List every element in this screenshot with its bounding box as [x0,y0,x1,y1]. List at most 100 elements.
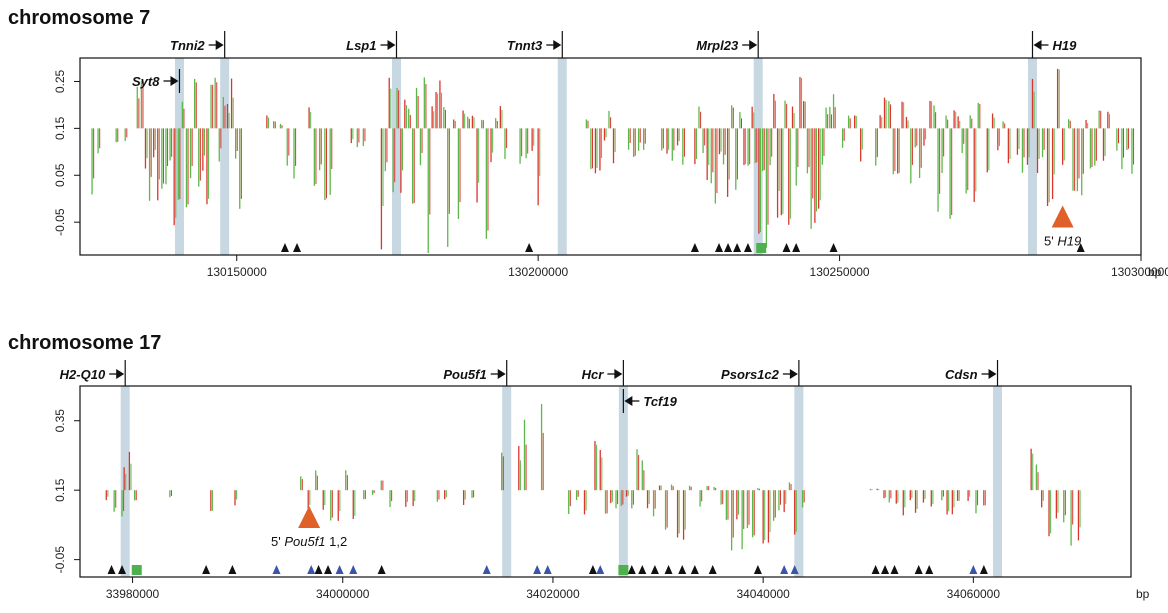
black-triangle-marker [228,565,237,574]
gene-name: H19 [1052,38,1077,53]
blue-triangle-marker [969,565,978,574]
black-triangle-marker [118,565,127,574]
arrow-left-icon [1033,40,1042,50]
arrow-right-icon [497,369,506,379]
gene-name: Syt8 [132,74,160,89]
gene-label-lsp1: Lsp1 [346,38,396,53]
black-triangle-marker [678,565,687,574]
black-triangle-marker [314,565,323,574]
y-tick-label: 0.05 [53,163,67,187]
label-suffix: 1,2 [326,534,348,549]
blue-triangle-marker [349,565,358,574]
label-gene: Pou5f1 [284,534,325,549]
black-triangle-marker [881,565,890,574]
black-triangle-marker [914,565,923,574]
label-gene: H19 [1057,233,1081,248]
x-tick-label: 130150000 [207,265,267,279]
black-triangle-marker [324,565,333,574]
gene-name: Cdsn [945,367,978,382]
arrow-right-icon [789,369,798,379]
arrow-right-icon [614,369,623,379]
black-triangle-marker [715,243,724,252]
highlight-band [557,58,567,255]
green-square-marker [131,565,142,575]
black-triangle-marker [525,243,534,252]
gene-name: Tnni2 [170,38,205,53]
y-tick-label: 0.35 [53,409,67,433]
blue-triangle-marker [533,565,542,574]
x-tick-label: 34000000 [316,587,370,601]
x-tick-label: 130300000 [1111,265,1168,279]
x-tick-label: 130250000 [810,265,870,279]
x-tick-label: 130200000 [508,265,568,279]
panel-title: chromosome 7 [8,7,150,29]
highlight-band [1027,58,1037,255]
gene-name: Lsp1 [346,38,376,53]
gene-label-tnnt3: Tnnt3 [507,38,562,53]
panel-content: -0.05 0.15 0.35 33980000 34000000 34020000 340… [53,360,1150,601]
x-unit-label: bp [1136,587,1150,601]
gene-label-mrpl23: Mrpl23 [696,38,758,53]
gene-label-hcr: Hcr [582,367,623,382]
arrow-right-icon [387,40,396,50]
highlight-band [502,386,512,577]
y-tick-label: -0.05 [53,546,67,574]
panel-chromosome-17: chromosome 17 -0.05 0.15 0.35 33980000 34000… [8,332,1150,601]
blue-triangle-marker [335,565,344,574]
label-prefix: 5' [271,534,284,549]
y-tick-label: 0.25 [53,69,67,93]
black-triangle-marker [690,565,699,574]
gene-label-tcf19: Tcf19 [624,394,678,409]
black-triangle-marker [708,565,717,574]
black-triangle-marker [829,243,838,252]
black-triangle-marker [293,243,302,252]
x-tick-label: 34040000 [736,587,790,601]
gene-name: Pou5f1 [443,367,486,382]
gene-label-pou5f1: Pou5f1 [443,367,506,382]
highlight-band [618,386,628,577]
highlight-band [794,386,804,577]
black-triangle-marker [753,565,762,574]
panel-chromosome-7: chromosome 7 -0.05 0.05 0.15 0.25 130150000 1… [8,7,1168,279]
blue-triangle-marker [272,565,281,574]
blue-triangle-marker [780,565,789,574]
gene-label-syt8: Syt8 [132,74,179,89]
highlight-band [993,386,1003,577]
black-triangle-marker [280,243,289,252]
gene-name: Psors1c2 [721,367,780,382]
gene-label-h2-q10: H2-Q10 [60,367,125,382]
black-triangle-marker [650,565,659,574]
arrow-right-icon [215,40,224,50]
highlight-band [120,386,130,577]
blue-triangle-marker [790,565,799,574]
highlight-band [391,58,401,255]
y-tick-label: 0.15 [53,478,67,502]
black-triangle-marker [107,565,116,574]
gene-label-cdsn: Cdsn [945,367,997,382]
x-tick-label: 33980000 [106,587,160,601]
label-prefix: 5' [1044,233,1057,248]
plot-frame [79,385,1132,578]
orange-triangle-marker [298,505,321,528]
y-tick-label: 0.15 [53,116,67,140]
black-triangle-marker [733,243,742,252]
x-unit-label: bp [1148,265,1162,279]
black-triangle-marker [979,565,988,574]
black-triangle-marker [792,243,801,252]
orange-marker-label: 5' H19 [1044,233,1081,248]
arrow-right-icon [749,40,758,50]
black-triangle-marker [627,565,636,574]
blue-triangle-marker [543,565,552,574]
black-triangle-marker [925,565,934,574]
highlight-band [220,58,230,255]
blue-triangle-marker [596,565,605,574]
arrow-left-icon [624,396,633,406]
y-tick-label: -0.05 [53,208,67,236]
arrow-right-icon [553,40,562,50]
gene-name: Hcr [582,367,605,382]
green-square-marker [756,243,767,253]
orange-triangle-marker [1051,205,1074,228]
black-triangle-marker [743,243,752,252]
x-tick-label: 34060000 [947,587,1001,601]
